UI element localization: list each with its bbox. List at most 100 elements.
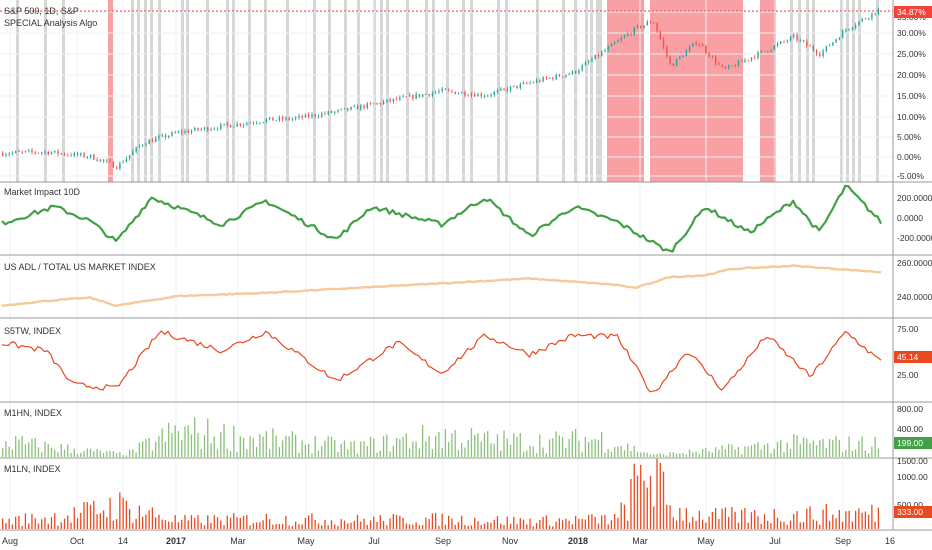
volume-bar [125, 500, 128, 529]
candle [278, 117, 281, 120]
x-tick: Nov [501, 536, 519, 546]
volume-bar [207, 515, 209, 529]
candle [187, 130, 189, 133]
volume-bar [588, 514, 590, 529]
volume-bar [747, 522, 749, 529]
volume-bar [295, 434, 297, 457]
candle [444, 88, 447, 90]
candle [630, 33, 632, 35]
volume-bar [773, 448, 775, 457]
volume-bar [825, 503, 827, 529]
volume-bar [815, 445, 818, 457]
volume-bar [727, 516, 730, 529]
volume-bar [392, 513, 394, 529]
volume-bar [675, 520, 678, 529]
volume-bar [630, 451, 632, 457]
volume-bar [80, 452, 82, 457]
volume-bar [50, 517, 53, 529]
volume-bar [86, 501, 88, 529]
volume-bar [272, 428, 274, 457]
candle [233, 126, 235, 128]
y-tick: 200.0000 [897, 193, 932, 203]
volume-bar [477, 433, 479, 457]
volume-bar [415, 441, 417, 457]
candle [47, 151, 49, 155]
volume-bar [656, 458, 658, 529]
candle [314, 114, 316, 117]
volume-bar [799, 522, 801, 529]
volume-bar [509, 523, 512, 529]
volume-bar [399, 515, 401, 529]
candle [438, 91, 440, 93]
volume-bar [99, 513, 101, 529]
volume-bar [867, 514, 870, 529]
volume-bar [308, 515, 310, 529]
volume-bar [513, 433, 515, 457]
volume-bar [334, 524, 336, 529]
pane-title-adl: US ADL / TOTAL US MARKET INDEX [4, 262, 156, 272]
volume-bar [291, 431, 294, 457]
candle [102, 159, 105, 161]
volume-bar [57, 452, 59, 457]
highlight-band [536, 0, 539, 182]
candle [148, 139, 150, 145]
volume-bar [168, 521, 170, 529]
highlight-band [131, 0, 134, 182]
volume-bar [832, 514, 834, 529]
volume-bar [701, 449, 704, 457]
candle [301, 115, 303, 118]
volume-bar [226, 515, 228, 529]
volume-bar [44, 517, 46, 529]
candle [184, 130, 186, 133]
volume-bar [171, 433, 173, 457]
volume-bar [568, 520, 570, 529]
volume-bar [21, 526, 23, 529]
volume-bar [353, 520, 355, 529]
volume-bar [519, 518, 521, 529]
volume-bar [373, 516, 375, 529]
volume-bar [434, 513, 437, 529]
x-tick: Sep [834, 536, 852, 546]
volume-bar [767, 443, 769, 457]
highlight-band [158, 0, 161, 182]
candle [158, 136, 160, 139]
volume-bar [203, 435, 206, 457]
candle [490, 94, 492, 96]
candle [324, 113, 326, 115]
volume-bar [854, 510, 857, 529]
candle [708, 52, 710, 57]
highlight-band [760, 0, 776, 182]
candle [412, 94, 414, 99]
volume-bar [656, 453, 658, 457]
volume-bar [197, 432, 199, 457]
volume-bar [50, 447, 53, 457]
highlight-band [852, 0, 855, 182]
volume-bar [15, 436, 17, 457]
volume-bar [835, 436, 837, 457]
volume-bar [841, 452, 844, 457]
candle [467, 95, 469, 97]
volume-bar [268, 449, 271, 457]
y-tick: 10.00% [897, 112, 926, 122]
candle [421, 94, 424, 97]
volume-bar [155, 441, 157, 457]
candle [470, 94, 473, 96]
volume-bar [356, 453, 359, 457]
volume-bar [522, 519, 525, 529]
volume-bar [246, 515, 248, 529]
volume-bar [337, 452, 339, 457]
volume-bar [109, 497, 111, 529]
volume-bar [194, 517, 196, 529]
volume-bar [223, 525, 225, 529]
highlight-band [846, 0, 849, 182]
candle [854, 25, 857, 28]
candle [441, 88, 443, 92]
volume-bar [861, 436, 863, 457]
volume-bar [213, 515, 215, 529]
volume-bar [83, 450, 85, 457]
highlight-band [313, 0, 316, 182]
candle [519, 83, 522, 88]
x-tick: Aug [1, 536, 19, 546]
candle [340, 108, 342, 110]
candle [747, 59, 749, 61]
